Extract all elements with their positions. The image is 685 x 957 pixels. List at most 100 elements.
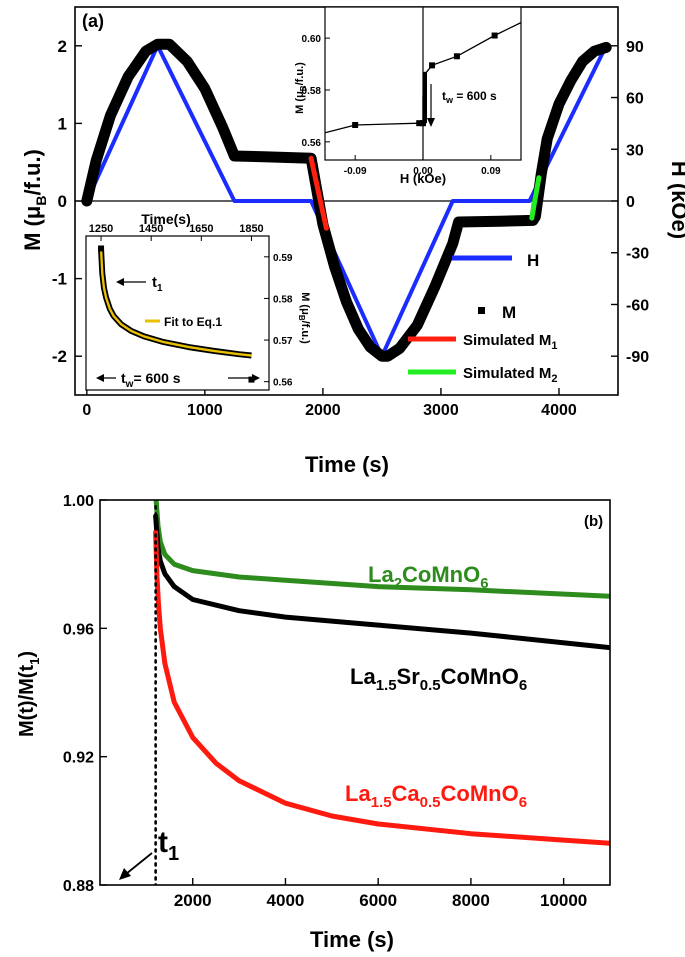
- in2-t1-sub: 1: [157, 283, 163, 294]
- b-ytick-label: 0.92: [63, 750, 94, 767]
- inset1-marker: [352, 121, 359, 128]
- a-xtick-label: 4000: [541, 402, 577, 419]
- a-ylabel-main: M (μ: [20, 206, 45, 251]
- inset1-ticks: -0.09 0.00 0.09 0.56 0.58 0.60: [302, 34, 501, 177]
- panel-a-y-axis-label-left: M (μB/f.u.): [20, 149, 49, 251]
- inset2-t1-label: t1: [152, 274, 163, 294]
- legend-m-label: M: [502, 303, 516, 322]
- panel-a-label: (a): [82, 11, 104, 31]
- inset2-t1-arrow-head: [116, 278, 124, 286]
- b-ytick-label: 0.88: [63, 878, 94, 895]
- inset-m-vs-h: -0.09 0.00 0.09 0.56 0.58 0.60 H (kOe) M (μB/…: [294, 6, 522, 186]
- lab2-b: 1.5: [376, 677, 397, 694]
- lab3-a: La: [345, 781, 371, 806]
- panel-a-plot-area: [75, 38, 618, 362]
- inset-relaxation: 1250 1450 1650 1850 0.56 0.57 0.58 0.59 Time(s)…: [85, 211, 311, 391]
- a-ytick-right-label: -60: [626, 297, 649, 314]
- a-ytick-right-label: -90: [626, 349, 649, 366]
- legend-m1-main: Simulated M: [463, 332, 551, 349]
- legend-m2-label: Simulated M2: [463, 365, 557, 385]
- series-la15ca05comno6: [153, 529, 610, 846]
- inset2-tw-arrow-head-right: [252, 374, 260, 382]
- panel-b-ticks: 2000 4000 6000 8000 10000 0.88 0.92 0.96 1.00: [63, 493, 587, 910]
- inset2-background: [86, 236, 269, 390]
- inset1-xtick-label: 0.00: [413, 166, 433, 177]
- a-ylabel-tail: /f.u.): [20, 149, 45, 195]
- a-xtick-label: 0: [82, 402, 91, 419]
- legend-m1-label: Simulated M1: [463, 332, 557, 352]
- inset1-y-axis-label: M (μB/f.u.): [294, 62, 308, 114]
- inset2-fit-curve: [99, 248, 252, 357]
- a-xtick-label: 3000: [423, 402, 459, 419]
- lab1-d: 6: [480, 575, 488, 592]
- inset2-top-x-axis-label: Time(s): [141, 211, 191, 227]
- inset2-tw-label: tw= 600 s: [121, 370, 181, 390]
- inset1-marker: [429, 62, 436, 69]
- inset1-ytick-label: 0.60: [302, 34, 322, 45]
- inset1-plot-area: [325, 7, 521, 160]
- label-la15sr05comno6: La1.5Sr0.5CoMnO6: [350, 664, 527, 694]
- panel-a-ticks: 0 1000 2000 3000 4000 -2 -1 0 1 2 -90 -60 -30 0 30 60 90: [52, 37, 649, 419]
- inset2-plot-area: [98, 245, 255, 383]
- legend-m-marker: [478, 307, 485, 314]
- b-ytick-label: 0.96: [63, 621, 94, 638]
- series-simulated-m2: [529, 175, 542, 221]
- in2-t1-main: t: [152, 274, 157, 291]
- legend-m2-main: Simulated M: [463, 365, 551, 382]
- legend-m2-sub: 2: [551, 373, 557, 385]
- in1-tw-main: t: [442, 89, 446, 103]
- inset2-tw-label-bg: [116, 368, 228, 386]
- lab2-a: La: [350, 664, 376, 689]
- inset2-ytick-label: 0.56: [273, 378, 293, 389]
- b-xtick-label: 6000: [359, 891, 397, 910]
- inset2-fit-legend-label: Fit to Eq.1: [164, 315, 222, 329]
- lab3-b: 1.5: [371, 794, 392, 811]
- label-la2comno6: La2CoMnO6: [368, 562, 489, 592]
- in2-tw-main: t: [121, 370, 126, 386]
- panel-b-plot-area: [153, 500, 610, 885]
- panel-a-y-axis-label-right: H (kOe): [667, 161, 685, 239]
- b-ylabel-main: M(t)/M(t: [16, 665, 38, 738]
- b-xtick-label: 8000: [452, 891, 490, 910]
- b-ylabel-sub: 1: [27, 658, 42, 665]
- panel-b-t1-arrow-head: [119, 868, 131, 880]
- inset2-tw-arrow-head-left: [96, 374, 104, 382]
- lab1-a: La: [368, 562, 394, 587]
- lab3-c: Ca: [392, 781, 421, 806]
- inset2-ytick-label: 0.57: [273, 336, 293, 347]
- a-ytick-left-label: 1: [58, 114, 67, 133]
- b-t1-sub: 1: [168, 843, 179, 865]
- legend-h-label: H: [527, 251, 539, 270]
- series-simulated-m1: [308, 155, 329, 231]
- a-ytick-left-label: 0: [58, 192, 67, 211]
- lab2-c: Sr: [397, 664, 421, 689]
- lab1-c: CoMnO: [402, 562, 480, 587]
- inset2-ytick-label: 0.58: [273, 294, 293, 305]
- a-ytick-right-label: 30: [626, 142, 644, 159]
- b-ylabel-tail: ): [16, 651, 38, 658]
- series-m: [81, 38, 612, 362]
- a-ytick-right-label: 60: [626, 91, 644, 108]
- panel-a-x-axis-label: Time (s): [305, 452, 389, 477]
- a-ytick-left-label: 2: [58, 37, 67, 56]
- b-xtick-label: 2000: [174, 891, 212, 910]
- in1-ylabel-main: M (μ: [294, 91, 306, 114]
- legend-m1-sub: 1: [551, 340, 557, 352]
- inset2-ticks: 1250 1450 1650 1850 0.56 0.57 0.58 0.59: [89, 223, 293, 389]
- in2-tw-tail: = 600 s: [133, 370, 180, 386]
- a-ylabel-sub: B: [33, 196, 49, 206]
- panel-b-x-axis-label: Time (s): [310, 927, 394, 952]
- a-ytick-right-label: -30: [626, 246, 649, 263]
- lab2-f: 6: [519, 677, 527, 694]
- b-t1-main: t: [158, 826, 168, 859]
- a-xtick-label: 1000: [187, 402, 223, 419]
- lab3-d: 0.5: [420, 794, 441, 811]
- in2-ylabel-main: M (μ: [299, 292, 311, 315]
- inset1-xtick-label: 0.09: [481, 166, 501, 177]
- inset2-xtick-label: 1450: [139, 223, 163, 235]
- panel-b-t1-label: t1: [158, 826, 179, 865]
- in1-ylabel-tail: /f.u.): [294, 62, 306, 86]
- panel-a: 0 1000 2000 3000 4000 -2 -1 0 1 2 -90 -60 -30 0 30 60 90…: [20, 6, 685, 477]
- panel-b-frame: [99, 499, 611, 886]
- inset1-marker: [416, 120, 423, 127]
